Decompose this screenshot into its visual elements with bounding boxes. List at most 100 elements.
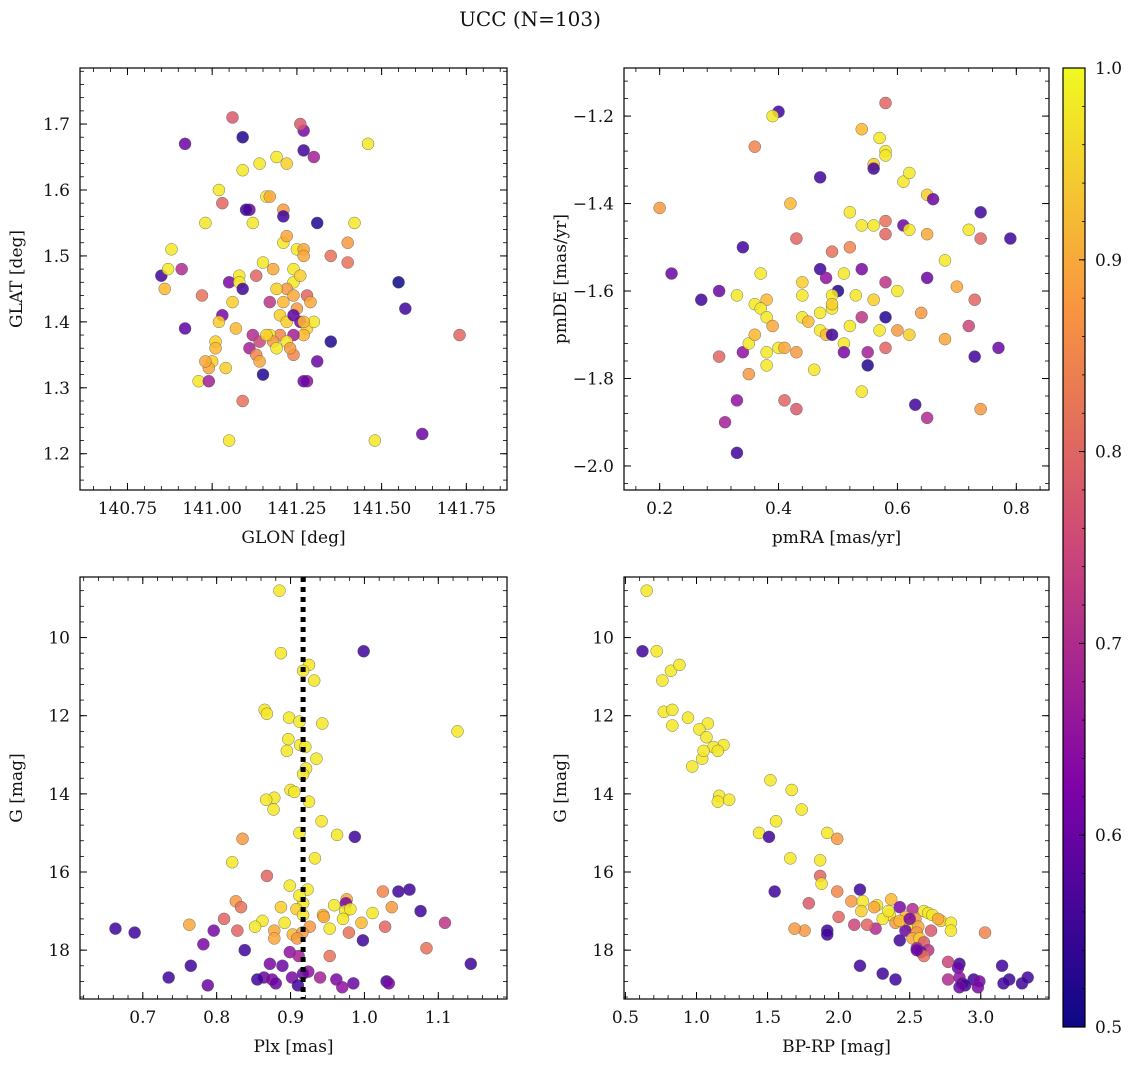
data-point [795, 803, 808, 816]
data-point [832, 910, 845, 924]
data-point [392, 276, 405, 289]
data-point [310, 752, 323, 765]
data-point [270, 150, 283, 164]
data-point [879, 96, 892, 110]
data-point [873, 324, 886, 337]
data-point [819, 271, 833, 285]
data-point [209, 342, 222, 355]
data-point [730, 289, 744, 302]
data-point [250, 269, 263, 282]
data-point [323, 949, 336, 963]
y-tick-label: 16 [48, 863, 70, 883]
data-point [341, 236, 354, 249]
data-point [403, 883, 416, 896]
x-tick-label: 1.1 [425, 1008, 452, 1028]
data-point [266, 262, 280, 276]
data-point [307, 674, 321, 687]
data-point [681, 711, 695, 724]
data-point [855, 262, 868, 276]
data-point [790, 402, 803, 416]
data-point [855, 219, 868, 232]
y-tick-label: −1.6 [573, 282, 614, 302]
y-axis-label: GLAT [deg] [7, 230, 27, 328]
plot-frame [79, 67, 508, 491]
data-point [347, 977, 360, 990]
data-point [311, 355, 324, 368]
x-tick-label: 0.2 [646, 499, 673, 519]
panel-bprp-g: 0.5 1.0 1.5 2.0 2.5 3.0 10 12 14 16 18 BP-RP [mag] G… [551, 576, 1050, 1057]
data-point [378, 920, 392, 933]
data-point [867, 219, 880, 232]
data-point [974, 402, 987, 416]
data-point [802, 315, 815, 328]
data-point [316, 717, 329, 730]
data-point [197, 938, 210, 951]
y-tick-label: 10 [48, 629, 70, 649]
data-point [202, 375, 215, 388]
data-point [416, 427, 429, 441]
x-tick-label: 0.8 [1003, 499, 1030, 519]
scatter-points [109, 584, 478, 994]
data-point [849, 289, 863, 302]
data-point [216, 196, 229, 210]
data-point [260, 707, 274, 720]
y-tick-label: 14 [592, 785, 614, 805]
data-point [853, 883, 867, 896]
data-point [664, 664, 678, 677]
data-point [837, 346, 851, 359]
data-point [736, 346, 750, 359]
data-point [768, 885, 781, 898]
data-point [879, 227, 892, 241]
data-point [368, 434, 382, 447]
x-tick-label: 141.50 [352, 499, 411, 519]
data-point [712, 284, 726, 298]
y-tick-label: −1.4 [573, 195, 614, 215]
data-point [910, 943, 924, 957]
data-point [175, 262, 188, 276]
data-point [867, 900, 881, 914]
data-point [666, 703, 679, 717]
data-point [790, 232, 803, 245]
data-point [376, 885, 390, 898]
data-point [722, 793, 736, 806]
data-point [414, 904, 427, 918]
data-point [924, 924, 938, 937]
data-point [178, 322, 192, 335]
data-point [636, 645, 649, 658]
data-point [825, 328, 839, 341]
data-point [356, 934, 370, 947]
data-point [760, 346, 773, 359]
data-point [778, 394, 791, 407]
data-point [313, 971, 327, 984]
data-point [270, 282, 283, 296]
data-point [342, 926, 356, 939]
data-point [931, 912, 945, 926]
data-point [855, 123, 868, 136]
data-point [848, 918, 861, 931]
data-point [974, 206, 987, 219]
data-point [327, 899, 341, 912]
data-point [366, 906, 379, 920]
data-point [796, 289, 809, 302]
data-point [891, 284, 904, 298]
data-point [673, 658, 686, 672]
x-tick-label: 141.25 [267, 499, 326, 519]
data-point [711, 744, 725, 758]
data-point [700, 731, 713, 744]
data-point [760, 293, 773, 306]
data-point [288, 785, 301, 799]
data-point [796, 276, 809, 289]
x-tick-label: 2.5 [896, 1008, 923, 1028]
data-point [236, 164, 249, 177]
y-tick-label: 1.5 [43, 247, 70, 267]
data-point [297, 144, 310, 157]
data-point [802, 897, 815, 910]
x-tick-label: 3.0 [967, 1008, 994, 1028]
data-point [420, 942, 433, 955]
data-point [885, 893, 898, 906]
data-point [821, 826, 834, 840]
y-axis-label: pmDE [mas/yr] [551, 214, 571, 344]
data-point [653, 201, 666, 215]
data-point [323, 922, 336, 935]
